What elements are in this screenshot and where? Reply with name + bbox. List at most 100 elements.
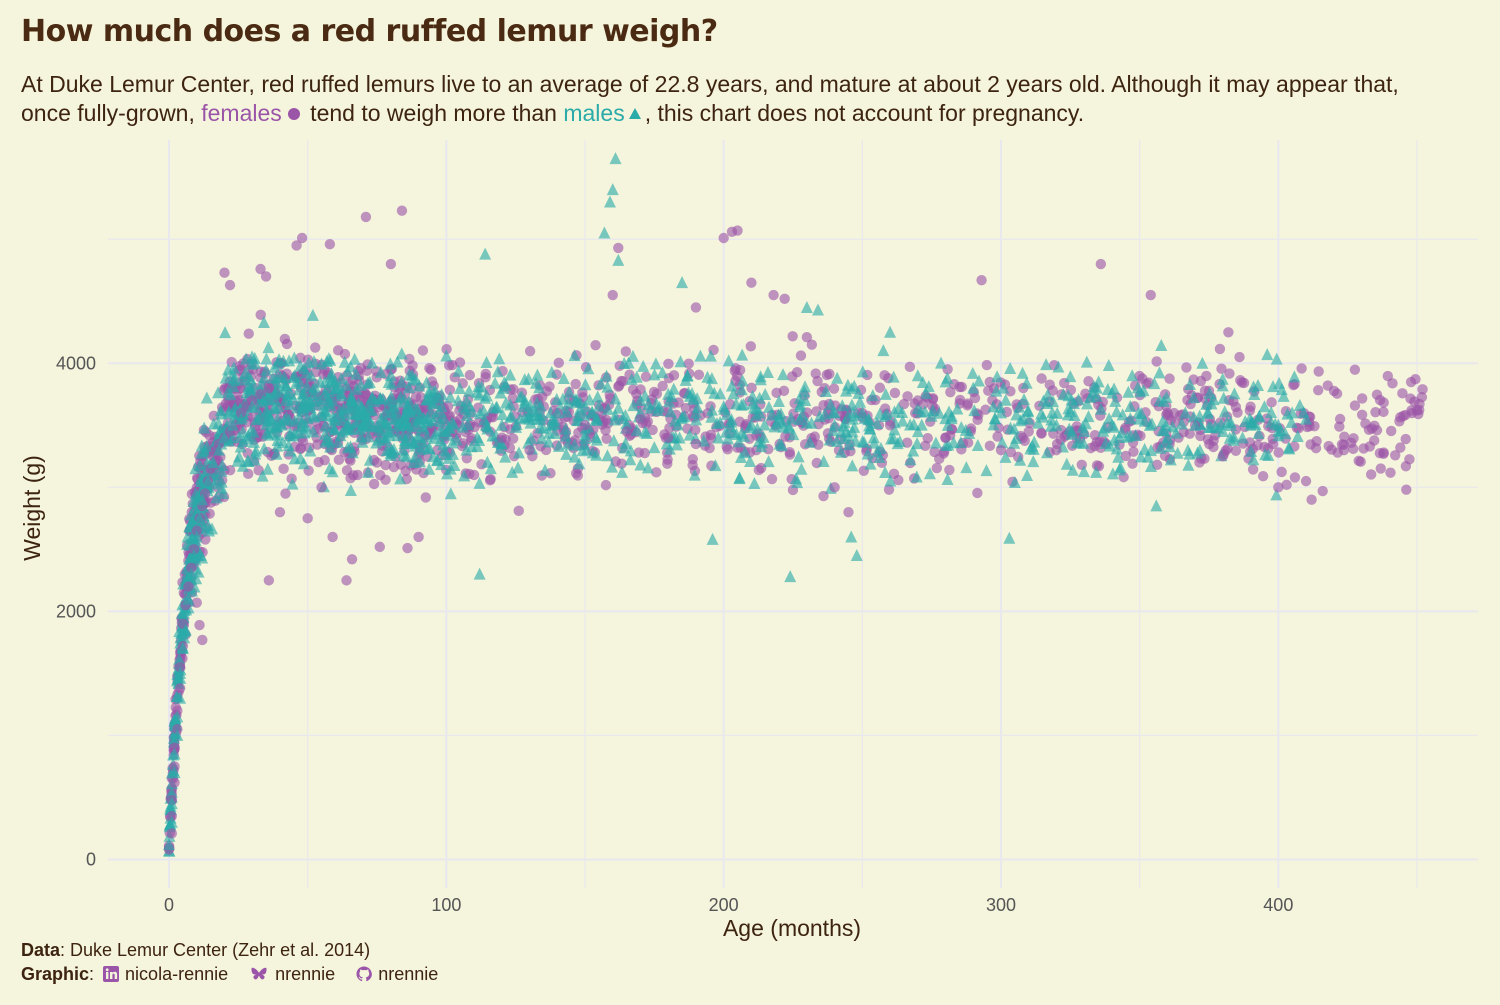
female-point [635,384,646,395]
male-point [888,423,901,436]
linkedin-handle[interactable]: nicola-rennie [125,964,229,984]
male-point [372,433,385,446]
male-point [307,409,320,422]
male-point [1201,405,1214,418]
male-point [365,356,378,369]
male-point [434,434,447,447]
female-point [368,478,380,490]
male-point [446,447,459,460]
female-point [1417,384,1428,395]
male-point [300,366,313,379]
female-point [663,358,674,370]
x-axis-label: Age (months) [723,915,861,941]
male-point [721,432,734,445]
female-point [984,440,996,452]
male-point [481,455,494,468]
male-point [746,390,759,403]
male-point [671,418,684,431]
male-point [861,447,874,460]
male-point [867,431,880,444]
male-point [1064,370,1077,383]
male-point [824,398,837,411]
male-point [606,183,619,196]
male-point [1078,425,1091,438]
female-point [352,469,363,481]
male-point [1061,408,1074,421]
female-point [1385,467,1396,478]
female-point [1091,460,1103,471]
male-point [375,415,388,428]
male-point [914,405,927,418]
male-point [777,368,790,381]
male-point [345,389,358,402]
male-point [1261,348,1274,361]
male-point [667,382,680,395]
male-point [165,797,178,810]
male-point [991,370,1004,383]
male-point [845,382,858,395]
female-point [945,386,956,398]
male-point [1262,448,1275,461]
female-point [683,358,694,369]
female-point [291,240,302,251]
female-point [243,328,254,339]
male-point [603,195,616,208]
male-point [198,421,211,434]
male-point [1008,422,1021,435]
female-point [922,432,933,444]
male-point [1072,393,1085,406]
male-point [896,414,909,427]
male-point [1291,429,1304,442]
male-point [304,444,317,457]
male-point [754,373,767,386]
male-point [423,462,436,475]
male-point [834,445,847,458]
male-point [1275,383,1288,396]
female-point [931,462,943,474]
male-point [338,355,351,368]
female-point [1322,380,1333,391]
male-point [491,365,504,378]
male-point [1051,406,1064,419]
male-point [709,459,722,472]
male-point [215,464,228,477]
female-point [1005,447,1017,458]
male-point [929,436,942,449]
male-point [1187,391,1200,404]
male-point [306,308,319,321]
male-point [904,453,917,466]
female-point [260,271,272,282]
male-point [207,456,220,469]
github-handle[interactable]: nrennie [378,964,439,984]
male-point [391,355,404,368]
female-point [443,360,455,371]
female-point [1390,450,1401,461]
male-point [250,413,263,426]
male-point [879,387,892,400]
male-point [1010,408,1023,421]
male-point [473,567,486,580]
male-point [1203,386,1216,399]
male-point [1160,390,1173,403]
male-point [362,430,375,443]
female-point [339,348,351,360]
male-point [561,437,574,450]
male-point [852,386,865,399]
male-point [481,422,494,435]
male-point [1252,427,1265,440]
male-point [999,450,1012,463]
female-point [779,293,790,304]
y-tick-label: 4000 [56,353,96,373]
female-point [962,398,974,409]
female-point [1267,438,1279,450]
male-point [651,403,664,416]
female-point [621,426,632,437]
female-point [1306,494,1317,505]
female-point [278,463,289,475]
male-point [548,413,561,426]
bluesky-handle[interactable]: nrennie [275,964,336,984]
male-point [174,666,187,679]
male-point [941,473,954,486]
male-point [517,400,530,413]
male-point [674,355,687,368]
